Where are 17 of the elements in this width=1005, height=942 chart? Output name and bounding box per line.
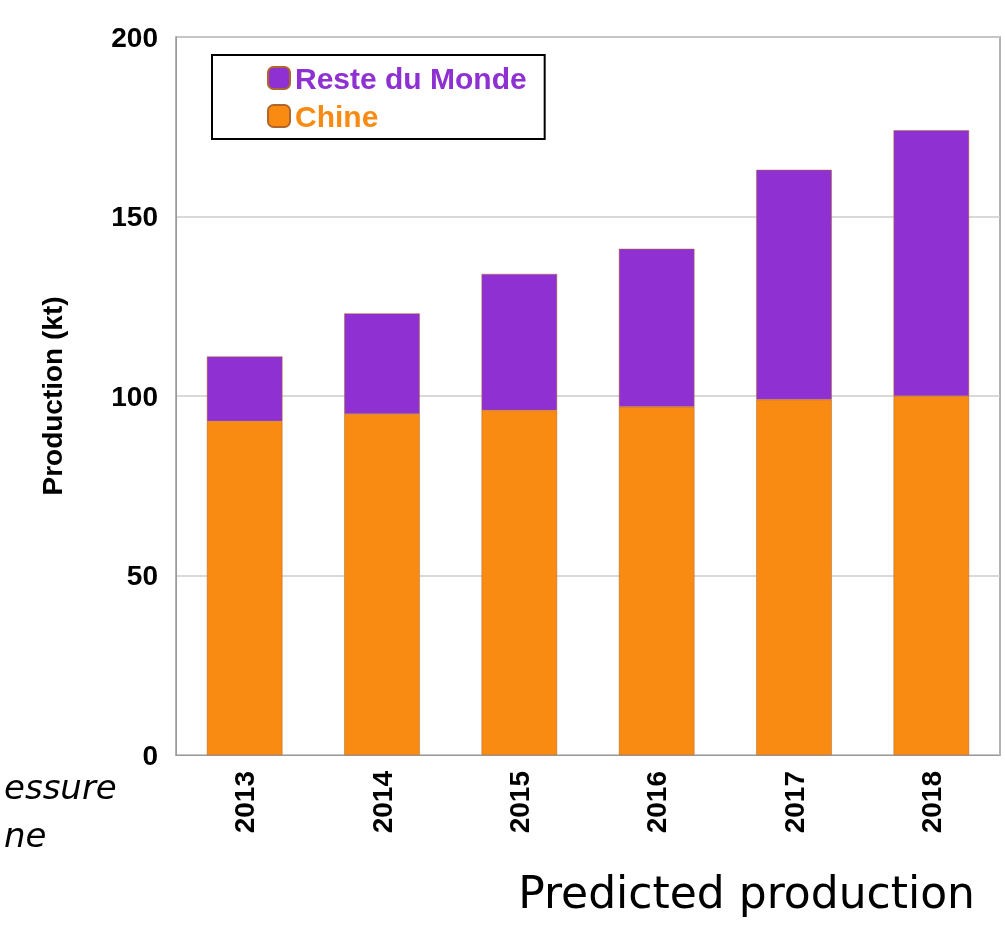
x-tick-label: 2015 (503, 771, 535, 834)
x-axis-title: Predicted production (518, 866, 976, 918)
y-tick-label: 50 (126, 560, 158, 591)
y-axis-title: Production (kt) (36, 296, 68, 496)
x-tick-label: 2014 (366, 770, 398, 834)
x-tick-label: 2016 (641, 771, 673, 834)
x-tick-label: 2017 (778, 771, 810, 834)
legend-label: Reste du Monde (295, 61, 527, 95)
legend-label: Chine (295, 99, 379, 133)
text: essure (4, 767, 117, 807)
y-tick-label: 150 (111, 201, 158, 232)
text: ne (4, 815, 47, 855)
x-tick-label: 2018 (915, 771, 947, 834)
y-tick-label: 100 (111, 380, 158, 412)
x-tick-label: 2013 (229, 771, 261, 834)
y-tick-label: 0 (142, 739, 158, 771)
y-tick-label: 200 (111, 21, 158, 53)
